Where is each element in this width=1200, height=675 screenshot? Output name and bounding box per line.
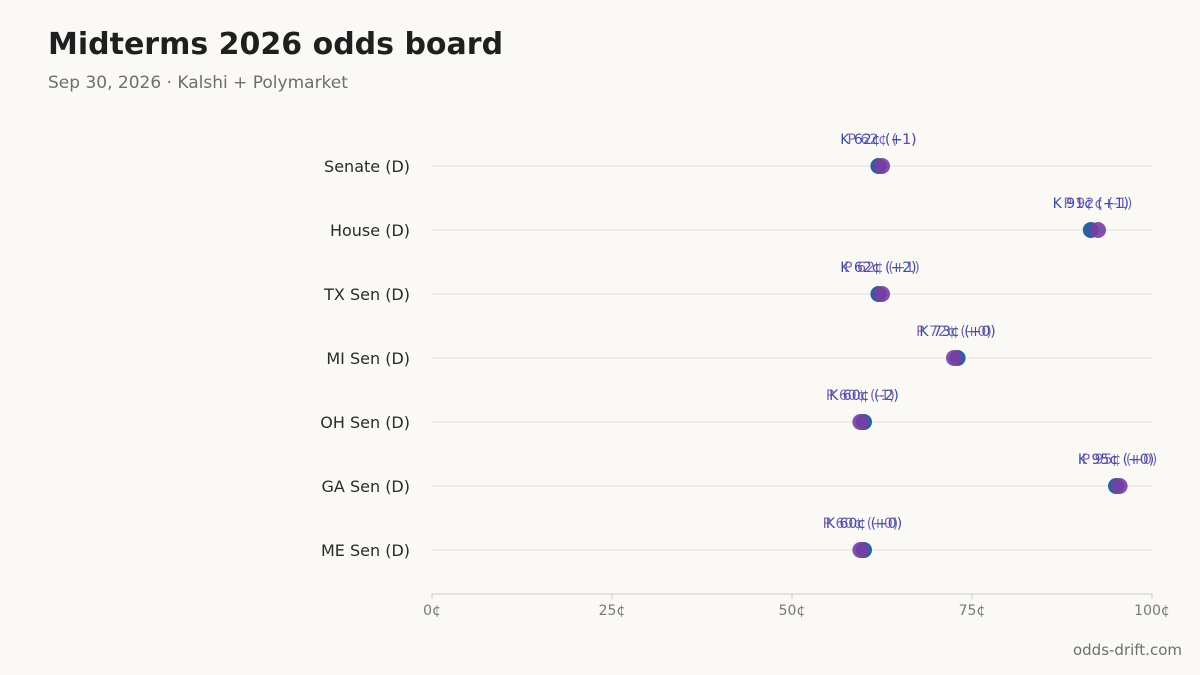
row-label: TX Sen (D) [323,285,410,304]
data-label-p: P 60¢ (-1) [826,388,895,404]
data-label-k: K 91¢ (+1) [1053,196,1129,212]
x-tick-label: 100¢ [1134,603,1170,619]
data-label-k: K 60¢ (+0) [826,516,902,532]
data-label-k: K 62¢ (+2) [840,260,916,276]
x-tick-label: 25¢ [599,603,626,619]
row-label: ME Sen (D) [321,541,410,560]
row-label: GA Sen (D) [322,477,410,496]
row-label: MI Sen (D) [326,349,410,368]
x-tick-label: 0¢ [423,603,441,619]
chart-title: Midterms 2026 odds board [48,27,504,62]
row-labels: Senate (D) House (D) TX Sen (D) MI Sen (D) O… [320,157,410,560]
data-label-p: P 62¢ (-1) [848,132,917,148]
data-point-p [874,286,890,302]
source-credit: odds-drift.com [1072,641,1182,659]
data-point-p [946,350,962,366]
gridlines [432,165,1152,551]
data-label-k: K 95¢ (+0) [1078,452,1154,468]
data-labels: K 62¢ (+1)P 62¢ (-1) K 91¢ (+1)P 92¢ (-1)… [823,132,1158,532]
row-label: Senate (D) [324,157,410,176]
x-tick-label: 50¢ [779,603,806,619]
data-points [852,158,1128,558]
data-label-p: P 92¢ (-1) [1064,196,1133,212]
data-point-p [1111,478,1128,494]
data-label-p: P 62¢ (+1) [844,260,920,276]
data-label-p: P 72¢ (+0) [916,324,992,340]
data-label-k: K 73¢ (+0) [919,324,995,340]
data-label-k: K 60¢ (-2) [829,388,899,404]
data-point-p [1090,222,1106,238]
row-label: OH Sen (D) [320,413,410,432]
x-axis: 0¢ 25¢ 50¢ 75¢ 100¢ [423,593,1170,619]
data-point-p [874,158,890,174]
data-label-k: K 62¢ (+1) [840,132,916,148]
data-point-p [852,542,869,558]
x-tick-label: 75¢ [959,603,986,619]
data-label-p: P 95¢ (+0) [1082,452,1158,468]
data-point-p [852,414,869,430]
row-label: House (D) [330,221,410,240]
chart-subtitle: Sep 30, 2026 · Kalshi + Polymarket [48,73,348,93]
data-label-p: P 60¢ (+0) [823,516,899,532]
